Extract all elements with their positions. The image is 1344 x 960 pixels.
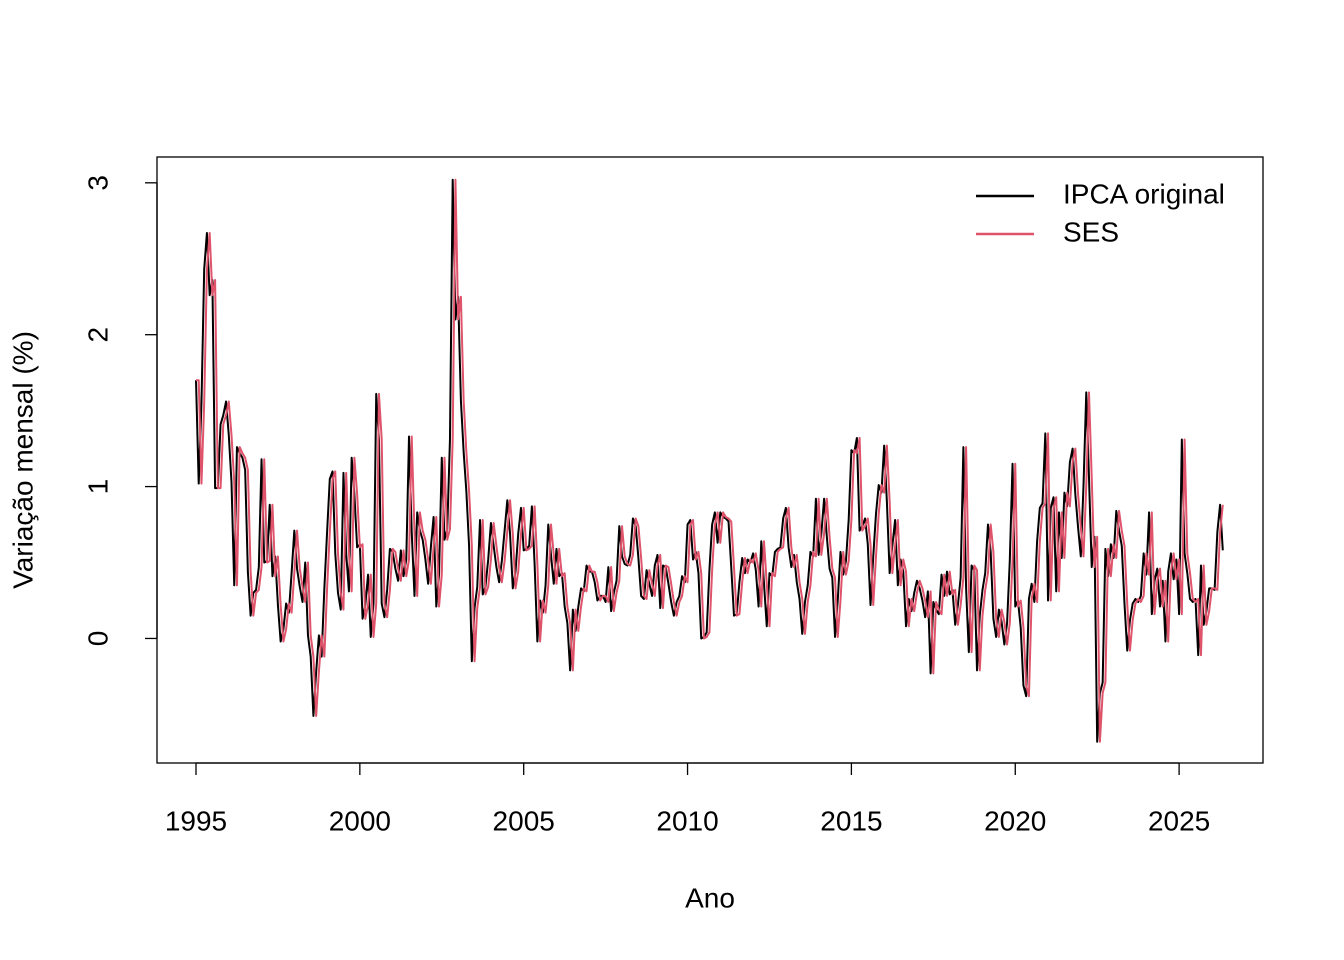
legend-label: SES [1063,216,1119,247]
x-axis-label: Ano [685,882,735,913]
series-line [195,178,1224,743]
x-tick-label: 2005 [493,805,555,836]
x-tick-label: 2010 [656,805,718,836]
x-tick-label: 2020 [984,805,1046,836]
y-tick-label: 0 [82,631,113,647]
x-tick-label: 2000 [329,805,391,836]
y-axis-label: Variação mensal (%) [7,331,38,589]
y-tick-label: 2 [82,327,113,343]
y-tick-label: 3 [82,175,113,191]
x-tick-label: 1995 [165,805,227,836]
x-tick-label: 2025 [1148,805,1210,836]
x-tick-label: 2015 [820,805,882,836]
y-tick-label: 1 [82,479,113,495]
series-line [196,178,1224,743]
legend-label: IPCA original [1063,178,1225,209]
